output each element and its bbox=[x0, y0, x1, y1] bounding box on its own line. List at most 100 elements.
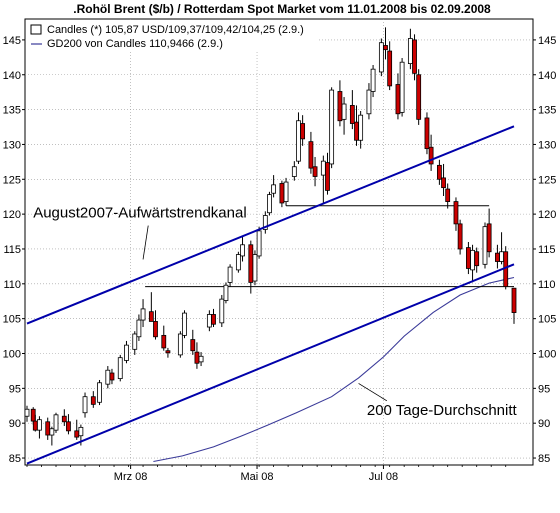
candle-2008-07-02 bbox=[383, 27, 388, 60]
y-tick-label-left-145: 145 bbox=[3, 35, 21, 47]
y-tick-label-right-120: 120 bbox=[538, 209, 556, 221]
candle-body bbox=[308, 141, 314, 169]
candle-2008-03-03 bbox=[132, 331, 138, 355]
y-tick-label-right-100: 100 bbox=[538, 349, 556, 361]
annotation-pointer-1 bbox=[358, 383, 388, 402]
candles bbox=[24, 27, 517, 446]
candle-2008-06-26 bbox=[370, 64, 376, 98]
candle-body bbox=[256, 230, 262, 257]
candle-body bbox=[252, 254, 258, 282]
candle-body bbox=[82, 396, 88, 414]
candle-body bbox=[219, 298, 225, 324]
candle-2008-08-19 bbox=[482, 222, 488, 269]
candle-body bbox=[165, 350, 171, 354]
candle-body bbox=[436, 164, 442, 180]
candle-2008-03-27 bbox=[182, 310, 187, 339]
candle-2008-03-07 bbox=[140, 299, 146, 328]
candle-body bbox=[182, 312, 187, 336]
x-tick-label-0: Mrz 08 bbox=[114, 471, 148, 483]
gd200-line bbox=[153, 276, 515, 463]
candle-body bbox=[262, 215, 268, 230]
y-tick-label-left-120: 120 bbox=[3, 209, 21, 221]
candle-body bbox=[358, 114, 364, 141]
candle-2008-05-15 bbox=[283, 177, 289, 206]
y-tick-label-right-125: 125 bbox=[538, 174, 556, 186]
candle-2008-01-31 bbox=[66, 414, 71, 435]
candle-body bbox=[457, 223, 463, 250]
candle-2008-05-19 bbox=[291, 161, 297, 181]
candle-2008-03-25 bbox=[177, 331, 183, 358]
annotations: August2007-Aufwärtstrendkanal 200 Tage-Du… bbox=[33, 205, 517, 419]
candle-body bbox=[499, 251, 504, 262]
annotation-pointer-0 bbox=[142, 225, 149, 260]
candle-body bbox=[227, 266, 233, 283]
candle-2008-02-25 bbox=[117, 354, 123, 382]
trend-channel bbox=[26, 125, 515, 465]
candle-2008-05-23 bbox=[300, 115, 306, 146]
candle-body bbox=[495, 252, 500, 262]
y-tick-label-left-90: 90 bbox=[9, 418, 21, 430]
candle-body bbox=[235, 254, 241, 271]
candle-body bbox=[30, 408, 36, 422]
y-tick-label-left-140: 140 bbox=[3, 70, 21, 82]
candle-body bbox=[279, 183, 285, 204]
candle-2008-01-29 bbox=[61, 409, 67, 426]
y-tick-label-left-115: 115 bbox=[3, 244, 21, 256]
x-tick-label-1: Mai 08 bbox=[241, 471, 274, 483]
candle-body bbox=[370, 68, 376, 92]
legend-entry-gd200: GD200 von Candles 110,9466 (2.9.) bbox=[47, 38, 223, 50]
candle-body bbox=[486, 223, 492, 253]
candle-body bbox=[428, 146, 434, 165]
legend-entry-candles: Candles (*) 105,87 USD/109,37/109,42/104… bbox=[47, 24, 304, 36]
candle-2008-07-24 bbox=[428, 134, 434, 171]
candle-body bbox=[49, 428, 55, 436]
y-axis-right: 85 90 95 100 105 110 115 120 125 130 135 140 145 bbox=[533, 35, 556, 465]
candle-2008-05-02 bbox=[256, 226, 262, 259]
candle-2008-06-04 bbox=[325, 152, 330, 195]
chart-title: .Rohöl Brent ($/b) / Rotterdam Spot Mark… bbox=[73, 2, 491, 16]
candle-2008-02-08 bbox=[82, 392, 88, 418]
y-tick-label-right-145: 145 bbox=[538, 35, 556, 47]
candle-body bbox=[511, 287, 517, 313]
candle-body bbox=[124, 344, 129, 361]
annotation-1: 200 Tage-Durchschnitt bbox=[367, 402, 518, 419]
candle-body bbox=[395, 84, 401, 115]
candle-body bbox=[136, 319, 142, 338]
candle-body bbox=[337, 91, 343, 122]
candle-2008-07-18 bbox=[416, 69, 422, 125]
candle-2008-08-15 bbox=[474, 247, 480, 273]
candle-body bbox=[271, 184, 277, 194]
candle-2008-05-13 bbox=[279, 180, 285, 208]
candle-body bbox=[383, 45, 388, 51]
candle-2008-03-13 bbox=[153, 310, 158, 340]
legend-candle-swatch bbox=[30, 24, 42, 35]
candle-body bbox=[105, 369, 111, 385]
candle-2008-08-05 bbox=[453, 197, 459, 231]
candle-body bbox=[466, 247, 471, 269]
candle-body bbox=[211, 314, 216, 325]
candle-body bbox=[283, 181, 289, 202]
candle-2008-09-02 bbox=[511, 287, 517, 324]
candle-body bbox=[24, 408, 30, 417]
candle-2008-04-24 bbox=[240, 236, 245, 262]
candle-body bbox=[267, 194, 272, 214]
candle-2008-03-11 bbox=[148, 292, 154, 322]
y-tick-label-left-125: 125 bbox=[3, 174, 21, 186]
candle-body bbox=[416, 74, 422, 120]
candle-body bbox=[453, 201, 459, 225]
legend: Candles (*) 105,87 USD/109,37/109,42/104… bbox=[27, 20, 317, 51]
candle-2008-04-04 bbox=[198, 352, 204, 367]
y-tick-label-left-100: 100 bbox=[3, 349, 21, 361]
candle-2008-01-25 bbox=[53, 412, 59, 433]
x-tick-label-2: Jul 08 bbox=[369, 471, 398, 483]
candle-body bbox=[407, 38, 413, 65]
candle-body bbox=[366, 89, 372, 115]
candle-2008-03-19 bbox=[165, 347, 171, 358]
y-tick-label-right-110: 110 bbox=[538, 279, 556, 291]
candle-2008-01-17 bbox=[37, 416, 42, 439]
candle-body bbox=[177, 333, 183, 356]
y-tick-label-left-85: 85 bbox=[9, 453, 21, 465]
y-tick-label-left-110: 110 bbox=[3, 279, 21, 291]
candle-body bbox=[412, 39, 417, 74]
